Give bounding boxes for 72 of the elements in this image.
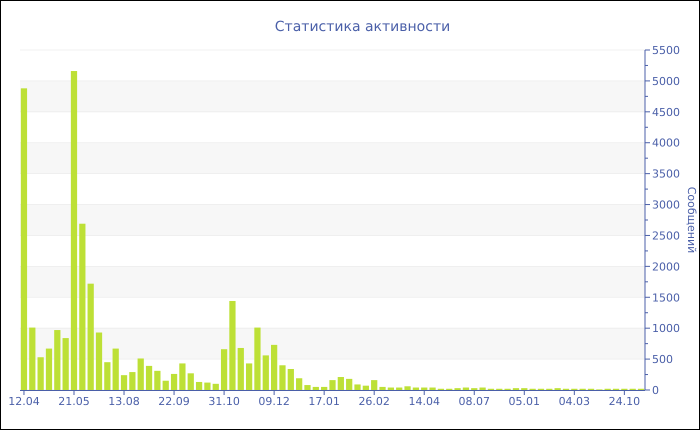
x-tick-label: 08.07 <box>458 395 490 408</box>
bar <box>129 372 136 390</box>
y-tick-label: 3000 <box>652 198 680 212</box>
x-tick-label: 12.04 <box>8 395 40 408</box>
bar <box>204 382 211 390</box>
x-tick-label: 04.03 <box>558 395 590 408</box>
x-tick-label: 17.01 <box>308 395 340 408</box>
bar <box>338 377 344 390</box>
y-tick-label: 0 <box>652 384 659 397</box>
x-tick-label: 13.08 <box>108 395 140 408</box>
bar <box>170 374 178 390</box>
y-axis-title: Сообщений <box>685 186 698 254</box>
x-tick-label: 26.02 <box>358 395 390 408</box>
bar <box>246 363 252 390</box>
bar <box>254 328 261 390</box>
bar <box>196 382 202 390</box>
y-tick-label: 5000 <box>652 74 680 88</box>
bar <box>162 380 169 390</box>
y-tick-label: 4000 <box>652 136 680 150</box>
bar <box>88 284 94 390</box>
bar <box>188 373 194 390</box>
bar <box>271 344 278 390</box>
x-tick-label: 14.04 <box>408 395 440 408</box>
bar <box>46 348 52 390</box>
bar <box>79 224 86 390</box>
bar <box>154 370 161 390</box>
bar <box>54 330 60 390</box>
x-tick-label: 22.09 <box>158 395 190 408</box>
x-tick-label: 21.05 <box>58 395 90 408</box>
bar <box>38 357 44 390</box>
bar <box>262 355 269 390</box>
bar <box>312 386 319 390</box>
bar <box>354 384 361 390</box>
y-tick-label: 4500 <box>652 106 680 119</box>
bar <box>96 332 102 390</box>
bar <box>104 362 110 390</box>
y-tick-label: 500 <box>652 353 673 366</box>
y-tick-label: 2000 <box>652 260 680 274</box>
y-tick-label: 5500 <box>652 44 680 57</box>
bar <box>404 386 411 390</box>
bar <box>138 358 144 390</box>
bar <box>329 380 336 390</box>
bar <box>70 71 78 390</box>
bar <box>362 386 369 390</box>
bar <box>146 366 152 390</box>
bar <box>296 378 302 390</box>
bar <box>29 328 36 390</box>
y-tick-label: 1000 <box>652 322 680 336</box>
bar <box>288 368 294 390</box>
x-tick-label: 05.01 <box>508 395 540 408</box>
bar <box>212 384 219 390</box>
y-tick-label: 2500 <box>652 229 680 242</box>
bar <box>229 300 236 390</box>
bar <box>371 380 378 390</box>
bar <box>304 385 311 390</box>
bar <box>379 386 386 390</box>
x-tick-label: 31.10 <box>208 395 240 408</box>
y-tick-label: 1500 <box>652 291 680 304</box>
bar <box>346 378 352 390</box>
bar <box>279 365 286 390</box>
bar <box>179 363 186 390</box>
bar <box>220 349 228 390</box>
x-tick-label: 24.10 <box>608 395 640 408</box>
bar <box>238 348 244 390</box>
bar <box>112 348 119 390</box>
bar <box>120 375 128 390</box>
chart-title: Статистика активности <box>274 19 450 35</box>
bar <box>20 88 28 390</box>
y-tick-label: 3500 <box>652 168 680 181</box>
bar <box>321 386 328 390</box>
x-tick-label: 09.12 <box>258 395 290 408</box>
bar <box>62 338 69 390</box>
